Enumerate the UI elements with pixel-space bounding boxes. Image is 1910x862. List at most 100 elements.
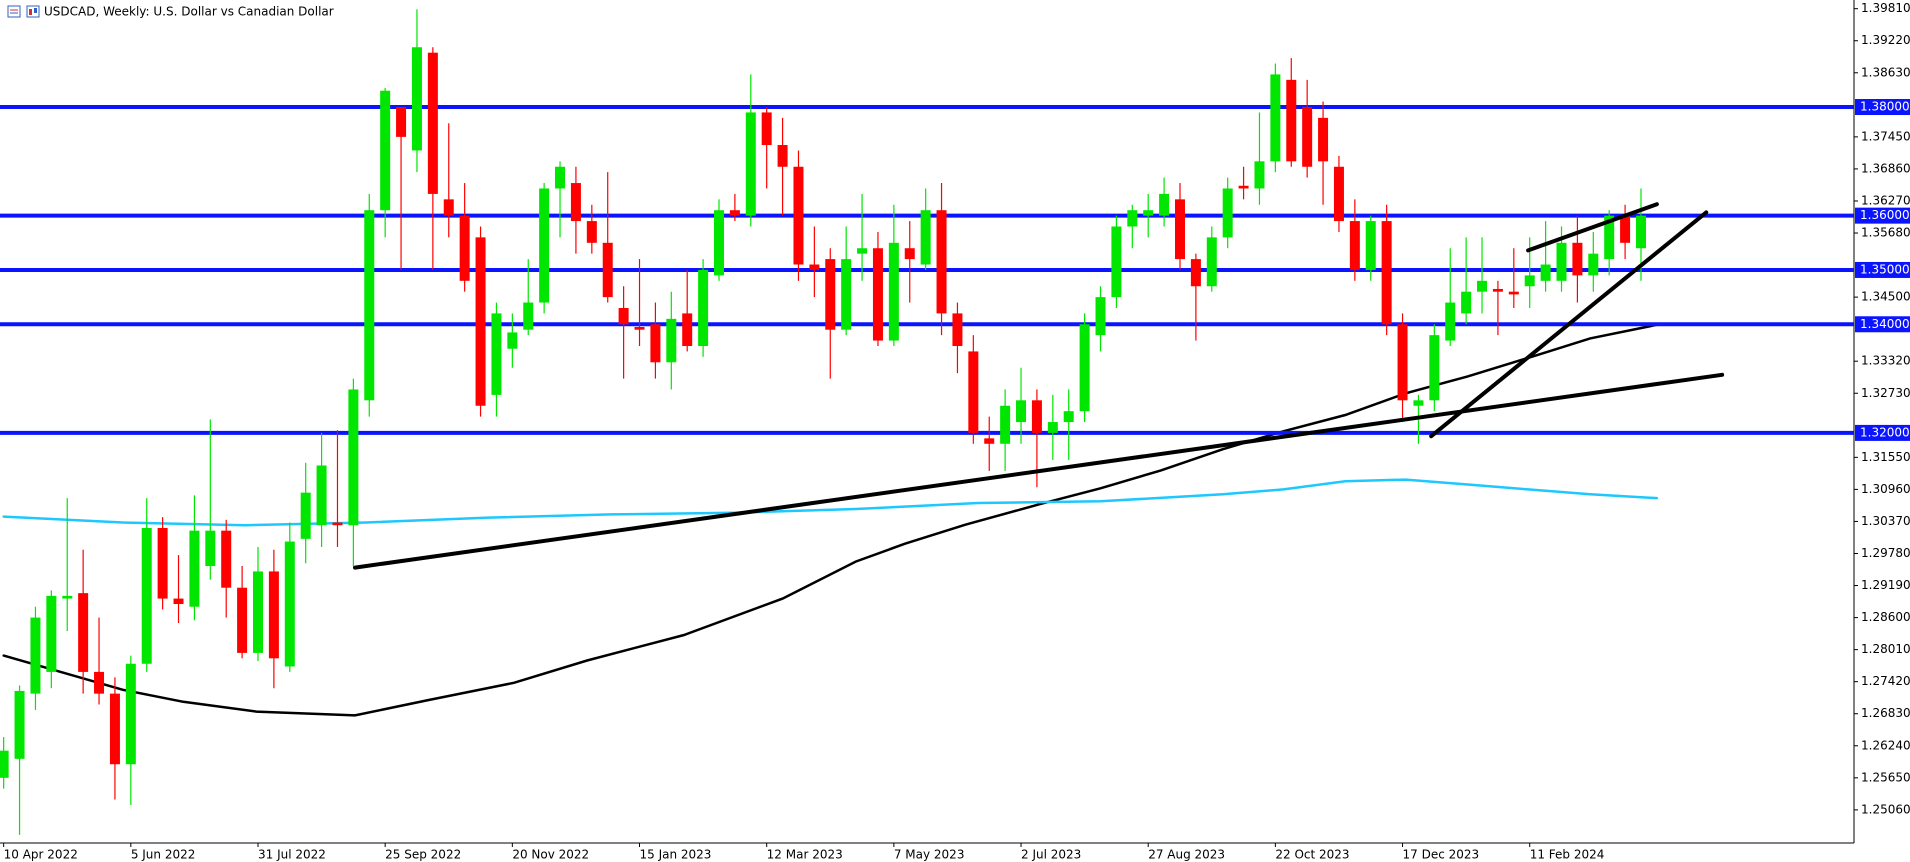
candle-body: [109, 693, 120, 765]
candle-body: [1063, 411, 1074, 423]
candle-body: [745, 112, 756, 216]
candle-body: [872, 248, 883, 341]
x-tick-label: 15 Jan 2023: [640, 848, 712, 862]
candle-body: [586, 221, 597, 243]
candle-body: [1604, 215, 1615, 260]
candle-body: [1413, 400, 1424, 406]
level-label-box: [1855, 99, 1910, 116]
candle-body: [570, 183, 581, 222]
trendline: [1429, 210, 1709, 439]
candle-body: [1477, 280, 1488, 292]
y-tick-label: 1.32730: [1861, 386, 1910, 400]
x-tick-label: 31 Jul 2022: [258, 848, 326, 862]
icon: [26, 5, 40, 18]
y-tick-label: 1.36270: [1861, 193, 1910, 207]
plot-area: [0, 9, 1854, 835]
candle-body: [475, 237, 486, 406]
candle-body: [602, 242, 613, 298]
chart-title: USDCAD, Weekly: U.S. Dollar vs Canadian …: [44, 5, 334, 19]
candle-body: [364, 210, 375, 401]
candle-body: [1238, 185, 1249, 189]
candle-body: [1381, 221, 1392, 325]
y-tick-label: 1.39810: [1861, 1, 1910, 15]
candle-body: [268, 571, 279, 659]
level-label: 1.32000: [1860, 425, 1910, 439]
candle-body: [1572, 242, 1583, 276]
candle-body: [1445, 302, 1456, 341]
candle-body: [904, 248, 915, 260]
y-tick-label: 1.39220: [1861, 33, 1910, 47]
candle-body: [30, 617, 41, 694]
candle-body: [984, 438, 995, 444]
x-tick-label: 7 May 2023: [894, 848, 965, 862]
candle-body: [1031, 400, 1042, 433]
y-tick-label: 1.28600: [1861, 610, 1910, 624]
candle-body: [125, 663, 136, 765]
candle-body: [1174, 199, 1185, 260]
candle-body: [332, 522, 343, 526]
candle-body: [316, 465, 327, 526]
candle-body: [761, 112, 772, 146]
y-tick-label: 1.29190: [1861, 578, 1910, 592]
candle-body: [14, 690, 25, 759]
candle-body: [1540, 264, 1551, 281]
y-tick-label: 1.30960: [1861, 482, 1910, 496]
candle-body: [1397, 324, 1408, 401]
y-tick-label: 1.27420: [1861, 674, 1910, 688]
candle-body: [46, 595, 57, 672]
candle-body: [618, 307, 629, 325]
x-tick-label: 5 Jun 2022: [131, 848, 196, 862]
level-label-box: [1855, 424, 1910, 441]
y-tick-label: 1.29780: [1861, 546, 1910, 560]
candle-body: [666, 318, 677, 363]
candle-body: [1190, 259, 1201, 287]
x-tick-label: 10 Apr 2022: [4, 848, 78, 862]
y-tick-label: 1.25650: [1861, 770, 1910, 784]
y-tick-label: 1.26240: [1861, 738, 1910, 752]
candle-body: [1286, 79, 1297, 162]
candle-body: [1588, 253, 1599, 276]
candle-body: [507, 332, 518, 349]
y-tick-label: 1.28010: [1861, 642, 1910, 656]
level-label: 1.38000: [1860, 100, 1910, 114]
candle-body: [94, 671, 105, 694]
moving-average: [2, 478, 1659, 527]
candle-body: [1143, 210, 1154, 216]
candle-body: [1159, 193, 1170, 216]
candle-body: [1047, 422, 1058, 433]
candle-body: [952, 313, 963, 346]
candle-body: [857, 248, 868, 254]
y-tick-label: 1.33320: [1861, 354, 1910, 368]
candle-body: [348, 389, 359, 526]
x-tick-label: 12 Mar 2023: [767, 848, 843, 862]
candle-body: [78, 593, 89, 672]
candle-body: [1635, 215, 1646, 249]
candle-body: [523, 302, 534, 330]
candle-body: [141, 527, 152, 664]
candle-body: [1556, 242, 1567, 281]
chart-icons: [7, 5, 40, 18]
candle-body: [1000, 405, 1011, 444]
candle-body: [713, 210, 724, 276]
candle-body: [825, 259, 836, 330]
candle-body: [1127, 210, 1138, 227]
y-tick-label: 1.25060: [1861, 802, 1910, 816]
y-tick-label: 1.36860: [1861, 161, 1910, 175]
candle-body: [729, 210, 740, 216]
candle-body: [189, 530, 200, 607]
candle-body: [1254, 161, 1265, 189]
candle-body: [1365, 221, 1376, 270]
candle-body: [1318, 117, 1329, 162]
candle-body: [1620, 215, 1631, 243]
level-label: 1.36000: [1860, 208, 1910, 222]
icon: [34, 8, 37, 13]
candle-body: [555, 166, 566, 189]
candle-body: [936, 210, 947, 314]
candle-body: [1111, 226, 1122, 298]
candle-body: [173, 598, 184, 605]
candle-body: [809, 264, 820, 270]
level-label: 1.35000: [1860, 262, 1910, 276]
candle-body: [1429, 335, 1440, 401]
candle-body: [1016, 400, 1027, 423]
